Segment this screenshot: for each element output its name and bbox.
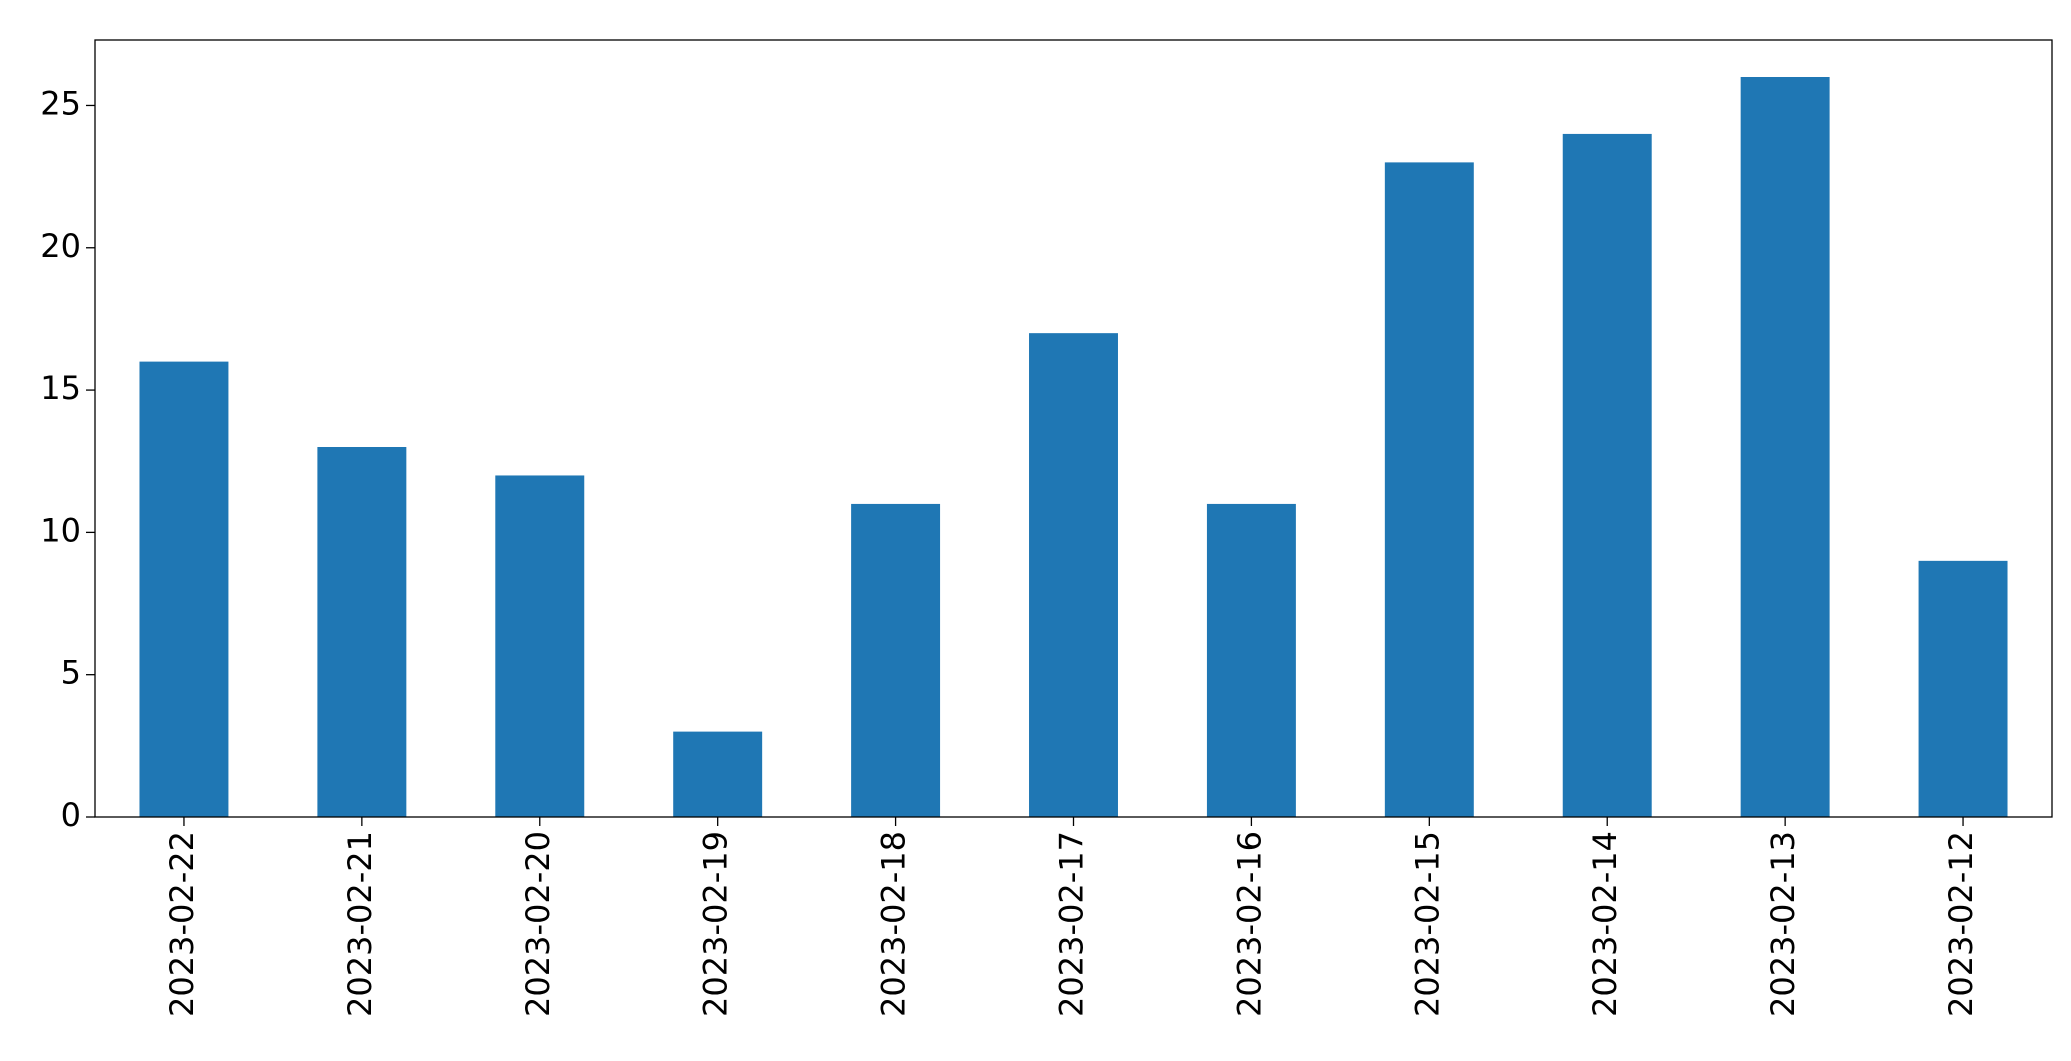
x-tick-label: 2023-02-14 bbox=[1586, 831, 1624, 1017]
x-tick-label: 2023-02-16 bbox=[1230, 831, 1268, 1017]
x-tick-label: 2023-02-13 bbox=[1764, 831, 1802, 1017]
y-tick-label: 20 bbox=[40, 227, 81, 265]
x-tick-label: 2023-02-20 bbox=[519, 831, 557, 1017]
x-tick-label: 2023-02-22 bbox=[163, 831, 201, 1017]
y-tick-label: 10 bbox=[40, 511, 81, 549]
bar bbox=[1918, 560, 2008, 817]
bar bbox=[495, 475, 585, 817]
x-tick-label: 2023-02-18 bbox=[875, 831, 913, 1017]
bar bbox=[1029, 333, 1118, 817]
y-tick-label: 25 bbox=[40, 84, 81, 122]
x-tick-label: 2023-02-12 bbox=[1942, 831, 1980, 1017]
plot-frame bbox=[94, 39, 2053, 818]
bar bbox=[673, 731, 763, 817]
bar bbox=[317, 447, 407, 817]
bar bbox=[1562, 133, 1652, 817]
bar bbox=[851, 503, 941, 817]
y-tick-label: 5 bbox=[61, 654, 81, 692]
x-tick-label: 2023-02-17 bbox=[1053, 831, 1091, 1017]
bar bbox=[1740, 77, 1830, 817]
x-tick-label: 2023-02-15 bbox=[1408, 831, 1446, 1017]
y-tick-label: 15 bbox=[40, 369, 81, 407]
bar bbox=[1206, 503, 1296, 817]
x-tick-label: 2023-02-19 bbox=[697, 831, 735, 1017]
x-tick-label: 2023-02-21 bbox=[341, 831, 379, 1017]
bar bbox=[1384, 162, 1474, 817]
y-tick-label: 0 bbox=[61, 796, 81, 834]
bar bbox=[139, 361, 229, 817]
